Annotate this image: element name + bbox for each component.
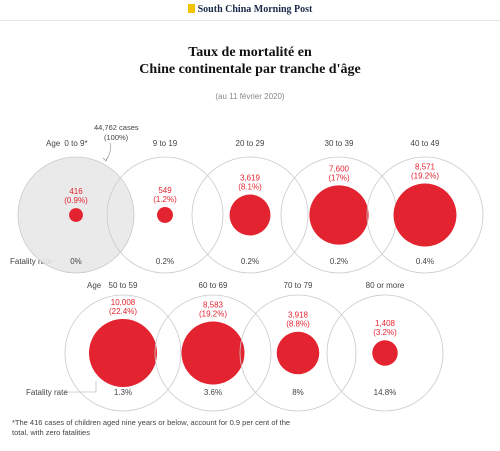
case-count-label: 3,619: [240, 174, 261, 183]
cases-bubble: [229, 194, 271, 236]
cases-bubble: [181, 321, 245, 385]
chart-title-line-2: Chine continentale par tranche d'âge: [139, 62, 361, 77]
chart-subtitle: (au 11 février 2020): [215, 92, 285, 101]
total-cases-circle: [239, 294, 357, 412]
footnote: *The 416 cases of children aged nine yea…: [12, 418, 291, 437]
callout-arrowhead-icon: [102, 156, 109, 162]
age-category-label: 40 to 49: [411, 139, 440, 148]
case-share-label: (22.4%): [109, 307, 137, 316]
cases-bubble: [157, 207, 173, 223]
fatality-rate-label: 1.3%: [114, 388, 132, 397]
case-count-label: 416: [69, 187, 83, 196]
brand-header: South China Morning Post: [0, 4, 500, 15]
fatality-rate-label: 0%: [70, 257, 82, 266]
case-count-label: 3,918: [288, 311, 309, 320]
fatality-rate-label: 8%: [292, 388, 304, 397]
cases-bubble: [89, 319, 157, 387]
cases-bubble: [309, 185, 369, 245]
brand-name: South China Morning Post: [197, 4, 313, 15]
case-share-label: (8.8%): [286, 320, 310, 329]
fatality-rate-label: 0.2%: [156, 257, 174, 266]
age-category-label: 50 to 59: [109, 281, 138, 290]
chart-title: Taux de mortalité en Chine continentale …: [0, 44, 500, 78]
callout-arrow: [105, 142, 111, 161]
total-cases-circle: [326, 294, 444, 412]
fatality-row-label: Fatality rate: [26, 388, 68, 397]
case-share-label: (17%): [328, 173, 350, 182]
case-count-label: 8,583: [203, 301, 224, 310]
total-cases-circle: [154, 294, 272, 412]
age-category-label: 80 or more: [366, 281, 405, 290]
fatality-row-label: Fatality rate: [10, 257, 52, 266]
case-share-label: (0.9%): [64, 196, 88, 205]
age-row-label: Age: [87, 281, 102, 290]
total-cases-label: 44,762 cases: [94, 123, 139, 132]
chart-title-line-1: Taux de mortalité en: [188, 45, 312, 60]
fatality-rate-label: 14.8%: [374, 388, 397, 397]
age-category-label: 60 to 69: [199, 281, 228, 290]
total-cases-circle: [366, 156, 484, 274]
fatality-leader-line: [64, 381, 97, 393]
cases-bubble: [69, 208, 83, 222]
total-cases-circle: [106, 156, 224, 274]
case-count-label: 10,008: [111, 298, 136, 307]
total-cases-circle: [64, 294, 182, 412]
fatality-rate-label: 0.4%: [416, 257, 434, 266]
age-category-label: 20 to 29: [236, 139, 265, 148]
total-share-label: (100%): [104, 133, 129, 142]
age-category-label: 0 to 9*: [64, 139, 87, 148]
total-cases-circle: [191, 156, 309, 274]
age-category-label: 70 to 79: [284, 281, 313, 290]
case-count-label: 8,571: [415, 163, 436, 172]
case-count-label: 1,408: [375, 319, 396, 328]
case-count-label: 7,600: [329, 164, 350, 173]
age-row-label: Age: [46, 139, 61, 148]
cases-bubble: [393, 183, 457, 247]
brand-logo-icon: [187, 4, 195, 13]
age-category-label: 30 to 39: [325, 139, 354, 148]
fatality-rate-label: 0.2%: [330, 257, 348, 266]
case-share-label: (1.2%): [153, 195, 177, 204]
cases-bubble: [276, 331, 320, 375]
case-share-label: (3.2%): [373, 328, 397, 337]
fatality-rate-label: 0.2%: [241, 257, 259, 266]
age-category-label: 9 to 19: [153, 139, 178, 148]
fatality-rate-label: 3.6%: [204, 388, 222, 397]
header-divider: [0, 20, 500, 21]
case-share-label: (8.1%): [238, 183, 262, 192]
cases-bubble: [372, 340, 398, 366]
case-share-label: (19.2%): [411, 172, 439, 181]
case-share-label: (19.2%): [199, 310, 227, 319]
case-count-label: 549: [158, 186, 172, 195]
